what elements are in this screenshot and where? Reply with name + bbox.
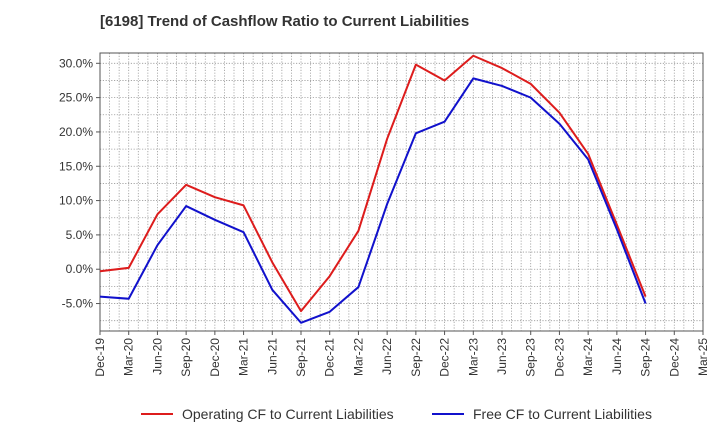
series-line-operating-cf xyxy=(99,54,647,313)
plot-frame xyxy=(99,52,704,332)
x-tick-label: Dec-21 xyxy=(323,338,337,377)
x-tick-label: Sep-20 xyxy=(179,338,193,377)
chart-title: [6198] Trend of Cashflow Ratio to Curren… xyxy=(100,13,470,30)
x-tick-label: Mar-23 xyxy=(466,338,480,376)
y-tick-labels: 30.0% 25.0% 20.0% 15.0% 10.0% 5.0% 0.0% -5.0% xyxy=(59,56,93,310)
x-tick-label: Sep-21 xyxy=(294,338,308,377)
x-tick-label: Dec-20 xyxy=(208,338,222,377)
x-tick-label: Jun-20 xyxy=(150,338,164,375)
grid xyxy=(99,53,704,331)
x-tick-label: Jun-23 xyxy=(495,338,509,375)
x-tick-label: Sep-23 xyxy=(524,338,538,377)
x-tick-label: Sep-22 xyxy=(409,338,423,377)
x-tick-label: Mar-24 xyxy=(581,338,595,376)
legend-label: Free CF to Current Liabilities xyxy=(473,406,652,422)
y-tick-label: -5.0% xyxy=(62,297,94,311)
x-tick-label: Dec-19 xyxy=(93,338,107,377)
x-tick-labels: Dec-19 Mar-20 Jun-20 Sep-20 Dec-20 Mar-21 Jun-… xyxy=(93,338,710,377)
x-tick-label: Mar-21 xyxy=(237,338,251,376)
x-tick-label: Dec-22 xyxy=(438,338,452,377)
x-tick-label: Mar-22 xyxy=(351,338,365,376)
x-tick-label: Sep-24 xyxy=(639,338,653,377)
series-lines xyxy=(99,54,647,324)
axes xyxy=(96,52,704,335)
y-tick-label: 25.0% xyxy=(59,91,93,105)
x-tick-label: Dec-23 xyxy=(552,338,566,377)
series-line-free-cf xyxy=(99,77,647,324)
y-tick-label: 15.0% xyxy=(59,159,93,173)
x-tick-label: Jun-21 xyxy=(265,338,279,375)
legend-label: Operating CF to Current Liabilities xyxy=(182,406,394,422)
x-tick-label: Jun-22 xyxy=(380,338,394,375)
x-tick-label: Dec-24 xyxy=(667,338,681,377)
x-tick-label: Mar-20 xyxy=(122,338,136,376)
x-tick-label: Mar-25 xyxy=(696,338,710,376)
y-tick-label: 0.0% xyxy=(66,262,94,276)
y-tick-label: 5.0% xyxy=(66,228,94,242)
y-tick-label: 10.0% xyxy=(59,194,93,208)
y-tick-label: 20.0% xyxy=(59,125,93,139)
legend: Operating CF to Current Liabilities Free … xyxy=(141,406,652,422)
y-tick-label: 30.0% xyxy=(59,56,93,70)
x-tick-label: Jun-24 xyxy=(610,338,624,375)
